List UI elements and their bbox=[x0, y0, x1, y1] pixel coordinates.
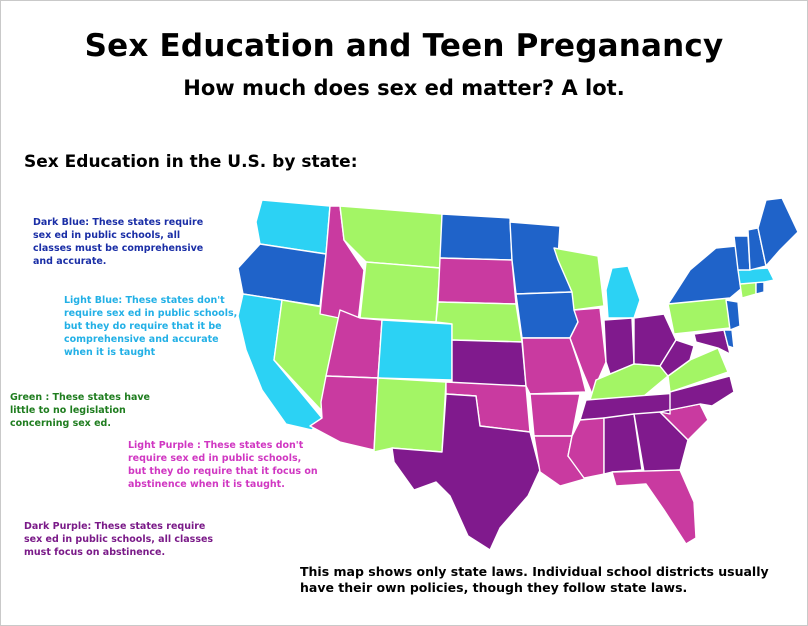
state-rhode-island bbox=[755, 281, 765, 295]
legend-green-text: Green : These states have little to no l… bbox=[10, 392, 150, 429]
legend-light-purple: Light Purple : These states don't requir… bbox=[128, 439, 318, 491]
legend-green: Green : These states have little to no l… bbox=[10, 391, 170, 430]
state-new-jersey bbox=[725, 299, 741, 331]
page-title: Sex Education and Teen Preganancy bbox=[84, 28, 724, 64]
state-north-carolina bbox=[659, 375, 735, 415]
state-maine bbox=[757, 197, 799, 267]
state-florida bbox=[611, 469, 697, 545]
map-note: This map shows only state laws. Individu… bbox=[300, 564, 769, 595]
state-massachusetts bbox=[737, 267, 775, 285]
legend-light-blue-text: Light Blue: These states don't require s… bbox=[64, 295, 238, 358]
state-arkansas bbox=[529, 393, 581, 437]
page-subtitle: How much does sex ed matter? A lot. bbox=[183, 76, 625, 100]
state-colorado bbox=[377, 319, 453, 381]
section-heading: Sex Education in the U.S. by state: bbox=[24, 152, 358, 172]
legend-dark-purple: Dark Purple: These states require sex ed… bbox=[24, 520, 224, 559]
state-west-virginia bbox=[659, 339, 695, 377]
legend-dark-blue-text: Dark Blue: These states require sex ed i… bbox=[33, 217, 204, 267]
legend-light-purple-text: Light Purple : These states don't requir… bbox=[128, 440, 318, 490]
state-south-dakota bbox=[437, 257, 517, 305]
state-maryland bbox=[693, 329, 731, 355]
state-new-mexico bbox=[373, 377, 447, 453]
state-new-york bbox=[667, 245, 743, 305]
state-wyoming bbox=[359, 261, 441, 323]
state-illinois bbox=[569, 307, 607, 395]
state-north-dakota bbox=[439, 213, 513, 261]
state-kansas bbox=[451, 339, 527, 387]
legend-dark-purple-text: Dark Purple: These states require sex ed… bbox=[24, 521, 214, 558]
legend-dark-blue: Dark Blue: These states require sex ed i… bbox=[33, 216, 243, 268]
state-texas bbox=[391, 393, 541, 551]
state-iowa bbox=[515, 291, 579, 339]
legend-light-blue: Light Blue: These states don't require s… bbox=[64, 294, 264, 359]
state-michigan bbox=[605, 265, 641, 319]
